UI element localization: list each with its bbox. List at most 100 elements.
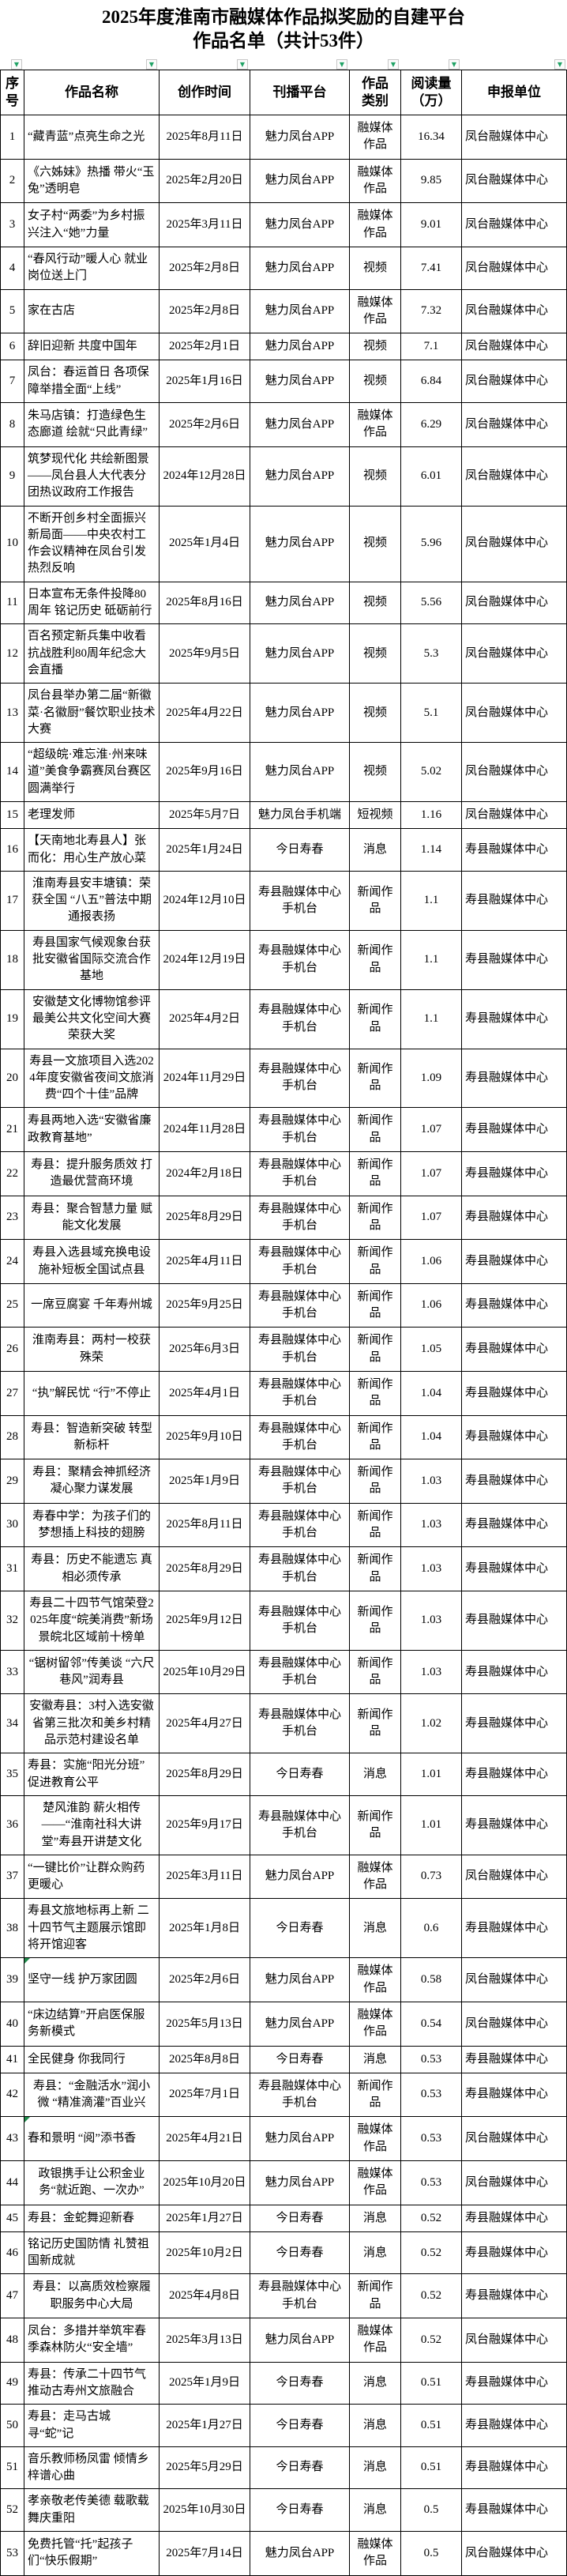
filter-cell-name: ▼ xyxy=(24,59,159,70)
cell-name: 【天南地北寿县人】张而化：用心生产放心菜 xyxy=(24,828,160,872)
cell-unit: 凤台融媒体中心 xyxy=(461,1957,567,2002)
cell-name: “执”解民忧 “行”不停止 xyxy=(24,1371,160,1416)
header-row: 序号 作品名称 创作时间 刊播平台 作品 类别 阅读量 （万） 申报单位 xyxy=(0,69,567,116)
cell-seq: 16 xyxy=(0,828,24,872)
cell-category: 视频 xyxy=(349,683,401,744)
cell-date: 2025年8月29日 xyxy=(159,1195,250,1241)
cell-seq: 32 xyxy=(0,1590,24,1651)
cell-name: 安徽楚文化博物馆参评最美公共文化空间大赛荣获大奖 xyxy=(24,989,160,1049)
table-row: 31 寿县：历史不能遗忘 真相必须传承 2025年8月29日 寿县融媒体中心手机台 新闻… xyxy=(0,1546,567,1591)
cell-platform: 寿县融媒体中心手机台 xyxy=(250,1151,350,1196)
cell-date: 2025年8月29日 xyxy=(159,1753,250,1796)
cell-seq: 44 xyxy=(0,2160,24,2205)
table-row: 8 朱马店镇：打造绿色生态廊道 绘就“只此青绿” 2025年2月6日 魅力凤台APP 融… xyxy=(0,402,567,447)
cell-category: 视频 xyxy=(349,505,401,582)
cell-category: 新闻作品 xyxy=(349,1502,401,1548)
cell-platform: 寿县融媒体中心手机台 xyxy=(250,1048,350,1109)
column-header-views: 阅读量 （万） xyxy=(400,69,462,116)
cell-name: “超级皖·难忘淮·州来味道”美食争霸赛凤台赛区圆满举行 xyxy=(24,742,160,802)
cell-views: 5.02 xyxy=(400,742,462,802)
table-row: 6 辞旧迎新 共度中国年 2025年2月1日 魅力凤台APP 视频 7.1 凤台融媒体中心 xyxy=(0,333,567,361)
cell-date: 2024年2月18日 xyxy=(159,1151,250,1196)
filter-dropdown-icon[interactable]: ▼ xyxy=(388,59,399,70)
cell-platform: 魅力凤台APP xyxy=(250,2116,350,2161)
cell-platform: 魅力凤台APP xyxy=(250,2318,350,2363)
cell-category: 视频 xyxy=(349,581,401,625)
cell-platform: 寿县融媒体中心手机台 xyxy=(250,1590,350,1651)
cell-unit: 凤台融媒体中心 xyxy=(461,446,567,507)
cell-category: 消息 xyxy=(349,2446,401,2490)
cell-category: 新闻作品 xyxy=(349,1282,401,1328)
cell-name: 一席豆腐宴 千年寿州城 xyxy=(24,1282,160,1328)
cell-date: 2025年10月30日 xyxy=(159,2488,250,2533)
table-row: 18 寿县国家气候观象台获批安徽省国际交流合作基地 2024年12月19日 寿县融媒体… xyxy=(0,929,567,990)
cell-name: 坚守一线 护万家团圆 xyxy=(24,1957,160,2002)
cell-seq: 52 xyxy=(0,2488,24,2533)
cell-date: 2025年1月4日 xyxy=(159,505,250,582)
cell-unit: 寿县融媒体中心 xyxy=(461,2404,567,2447)
cell-views: 0.51 xyxy=(400,2446,462,2490)
cell-seq: 51 xyxy=(0,2446,24,2490)
cell-seq: 38 xyxy=(0,1898,24,1959)
cell-seq: 10 xyxy=(0,505,24,582)
cell-category: 融媒体作品 xyxy=(349,2116,401,2161)
cell-name: 音乐教师杨凤雷 倾情乡梓谱心曲 xyxy=(24,2446,160,2490)
cell-name: 楚风淮韵 薪火相传——“淮南社科大讲堂”寿县开讲楚文化 xyxy=(24,1795,160,1855)
column-header-platform: 刊播平台 xyxy=(250,69,350,116)
cell-name: 朱马店镇：打造绿色生态廊道 绘就“只此青绿” xyxy=(24,402,160,447)
table-row: 50 寿县：走马古城寻“蛇”记 2025年1月27日 今日寿春 消息 0.51 寿县融媒体中… xyxy=(0,2404,567,2447)
table-row: 13 凤台县举办第二届“新徽菜·名徽厨”餐饮职业技术大赛 2025年4月22日 魅力凤… xyxy=(0,683,567,744)
table-row: 21 寿县两地入选“安徽省廉政教育基地” 2024年11月28日 寿县融媒体中心手机台… xyxy=(0,1107,567,1153)
filter-dropdown-icon[interactable]: ▼ xyxy=(336,59,347,70)
cell-name: “床边结算”开启医保服务新模式 xyxy=(24,2001,160,2047)
filter-dropdown-icon[interactable]: ▼ xyxy=(237,59,248,70)
column-header-date: 创作时间 xyxy=(159,69,250,116)
cell-category: 新闻作品 xyxy=(349,2072,401,2118)
cell-views: 5.96 xyxy=(400,505,462,582)
cell-unit: 寿县融媒体中心 xyxy=(461,1546,567,1591)
cell-seq: 33 xyxy=(0,1649,24,1695)
cell-flag-icon xyxy=(24,1958,30,1964)
cell-name: 凤台：多措并举筑牢春季森林防火“安全墙” xyxy=(24,2318,160,2363)
cell-category: 视频 xyxy=(349,446,401,507)
cell-date: 2025年3月13日 xyxy=(159,2318,250,2363)
cell-seq: 18 xyxy=(0,929,24,990)
table-row: 48 凤台：多措并举筑牢春季森林防火“安全墙” 2025年3月13日 魅力凤台APP 融… xyxy=(0,2318,567,2363)
cell-date: 2025年9月16日 xyxy=(159,742,250,802)
cell-date: 2025年10月29日 xyxy=(159,1649,250,1695)
cell-date: 2025年3月11日 xyxy=(159,202,250,247)
cell-platform: 今日寿春 xyxy=(250,2361,350,2405)
cell-name: 孝亲敬老传美德 载歌载舞庆重阳 xyxy=(24,2488,160,2533)
cell-unit: 凤台融媒体中心 xyxy=(461,800,567,830)
cell-platform: 魅力凤台APP xyxy=(250,333,350,361)
cell-category: 融媒体作品 xyxy=(349,2531,401,2576)
cell-unit: 寿县融媒体中心 xyxy=(461,1327,567,1372)
cell-seq: 46 xyxy=(0,2231,24,2275)
filter-cell-category: ▼ xyxy=(349,59,400,70)
cell-name: 政银携手让公积金业务“就近跑、一次办” xyxy=(24,2160,160,2205)
cell-date: 2024年11月29日 xyxy=(159,1048,250,1109)
cell-unit: 凤台融媒体中心 xyxy=(461,2116,567,2161)
cell-category: 新闻作品 xyxy=(349,1371,401,1416)
cell-unit: 凤台融媒体中心 xyxy=(461,581,567,625)
cell-seq: 47 xyxy=(0,2273,24,2319)
cell-date: 2025年4月1日 xyxy=(159,1371,250,1416)
filter-dropdown-icon[interactable]: ▼ xyxy=(449,59,460,70)
cell-seq: 5 xyxy=(0,288,24,334)
cell-category: 新闻作品 xyxy=(349,1459,401,1504)
cell-seq: 45 xyxy=(0,2204,24,2232)
cell-seq: 40 xyxy=(0,2001,24,2047)
table-row: 22 寿县：提升服务质效 打造最优营商环境 2024年2月18日 寿县融媒体中心手机台… xyxy=(0,1151,567,1196)
cell-seq: 31 xyxy=(0,1546,24,1591)
cell-name: “藏青蓝”点亮生命之光 xyxy=(24,115,160,160)
filter-dropdown-icon[interactable]: ▼ xyxy=(554,59,565,70)
filter-dropdown-icon[interactable]: ▼ xyxy=(146,59,157,70)
cell-unit: 寿县融媒体中心 xyxy=(461,828,567,872)
cell-views: 0.53 xyxy=(400,2116,462,2161)
cell-platform: 今日寿春 xyxy=(250,2446,350,2490)
cell-seq: 34 xyxy=(0,1693,24,1754)
filter-dropdown-icon[interactable]: ▼ xyxy=(11,59,22,70)
cell-seq: 22 xyxy=(0,1151,24,1196)
cell-seq: 11 xyxy=(0,581,24,625)
cell-seq: 48 xyxy=(0,2318,24,2363)
